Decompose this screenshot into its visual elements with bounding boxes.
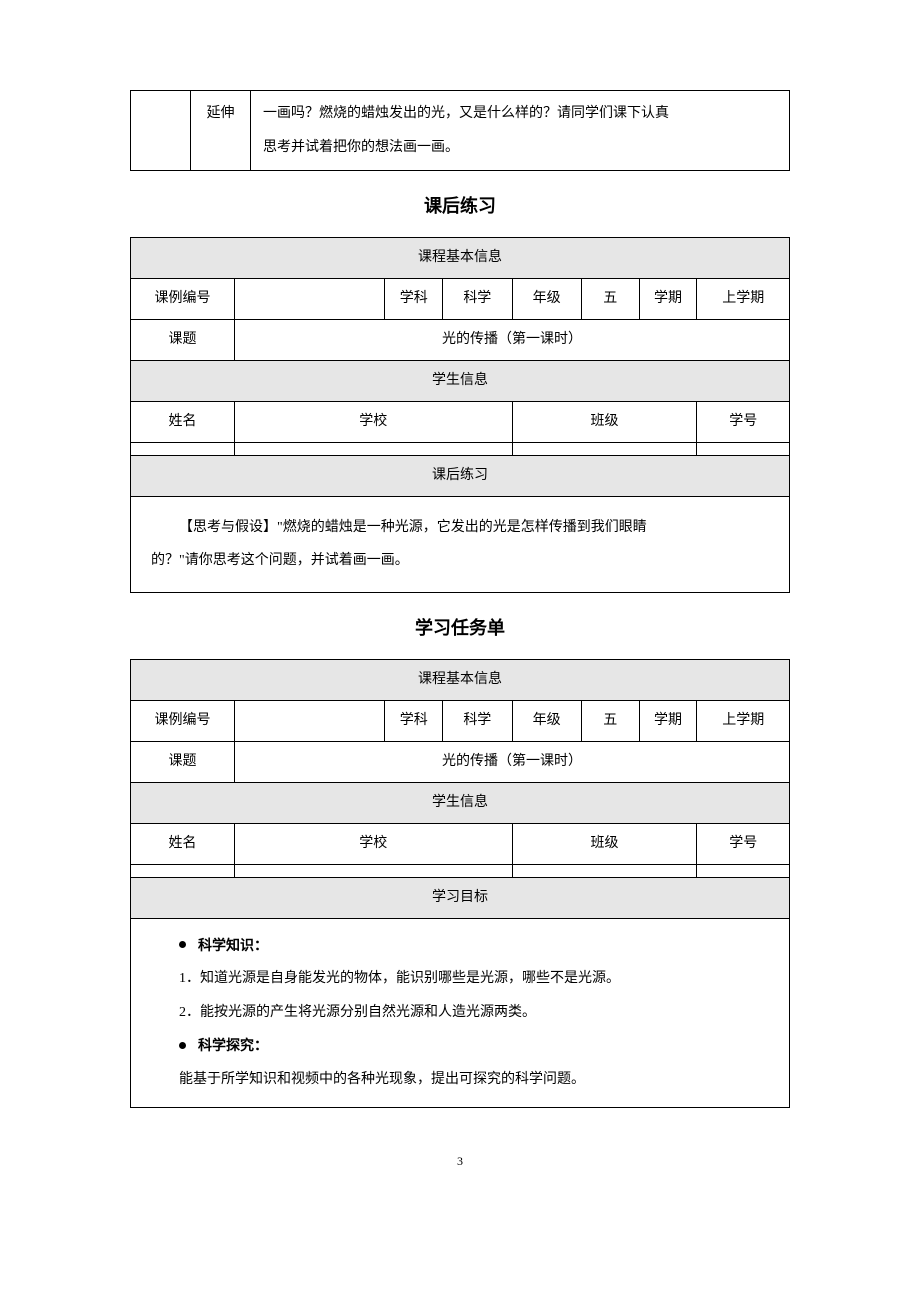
s2-student-header: 学生信息: [131, 782, 790, 823]
top-frag-text: 一画吗？燃烧的蜡烛发出的光，又是什么样的？请同学们课下认真 思考并试着把你的想法…: [251, 91, 790, 171]
top-frag-line2: 思考并试着把你的想法画一画。: [263, 140, 459, 155]
s1-practice-text1: 【思考与假设】"燃烧的蜡烛是一种光源，它发出的光是怎样传播到我们眼睛: [179, 520, 647, 535]
s1-code-val: [235, 278, 385, 319]
s2-term-label: 学期: [639, 700, 697, 741]
s1-practice-header: 课后练习: [131, 455, 790, 496]
s1-name-label: 姓名: [131, 401, 235, 442]
s1-practice-text2: 的？"请你思考这个问题，并试着画一画。: [151, 553, 409, 568]
s1-school-label: 学校: [235, 401, 512, 442]
s2-topic-label: 课题: [131, 741, 235, 782]
s2-goal-item2: 2．能按光源的产生将光源分别自然光源和人造光源两类。: [151, 996, 769, 1030]
s2-term-val: 上学期: [697, 700, 790, 741]
s2-class-val: [512, 864, 697, 877]
s1-topic-val: 光的传播（第一课时）: [235, 319, 790, 360]
top-fragment-table: 延伸 一画吗？燃烧的蜡烛发出的光，又是什么样的？请同学们课下认真 思考并试着把你…: [130, 90, 790, 171]
section2-basic-info-header: 课程基本信息: [131, 659, 790, 700]
s2-bullet1: 科学知识：: [151, 929, 769, 963]
s1-id-val: [697, 442, 790, 455]
s1-subject-label: 学科: [385, 278, 443, 319]
bullet-icon: [179, 1042, 186, 1049]
s2-goal-item1: 1．知道光源是自身能发光的物体，能识别哪些是光源，哪些不是光源。: [151, 962, 769, 996]
s2-grade-label: 年级: [512, 700, 581, 741]
s1-grade-label: 年级: [512, 278, 581, 319]
section1-basic-info-header: 课程基本信息: [131, 237, 790, 278]
s2-id-label: 学号: [697, 823, 790, 864]
s1-class-val: [512, 442, 697, 455]
section2-table: 课程基本信息 课例编号 学科 科学 年级 五 学期 上学期 课题 光的传播（第一…: [130, 659, 790, 1108]
s1-term-val: 上学期: [697, 278, 790, 319]
s2-topic-val: 光的传播（第一课时）: [235, 741, 790, 782]
s1-grade-val: 五: [581, 278, 639, 319]
s2-subject-val: 科学: [443, 700, 512, 741]
s2-name-label: 姓名: [131, 823, 235, 864]
s1-code-label: 课例编号: [131, 278, 235, 319]
s2-goals-content: 科学知识： 1．知道光源是自身能发光的物体，能识别哪些是光源，哪些不是光源。 2…: [131, 918, 790, 1107]
s2-subject-label: 学科: [385, 700, 443, 741]
s1-practice-content: 【思考与假设】"燃烧的蜡烛是一种光源，它发出的光是怎样传播到我们眼睛 的？"请你…: [131, 496, 790, 592]
section2-title: 学习任务单: [130, 609, 790, 649]
section1-title: 课后练习: [130, 187, 790, 227]
s1-subject-val: 科学: [443, 278, 512, 319]
s2-bullet2-text: 科学探究：: [198, 1037, 268, 1053]
s1-term-label: 学期: [639, 278, 697, 319]
top-frag-col2: 延伸: [191, 91, 251, 171]
s2-id-val: [697, 864, 790, 877]
s2-grade-val: 五: [581, 700, 639, 741]
top-frag-line1: 一画吗？燃烧的蜡烛发出的光，又是什么样的？请同学们课下认真: [263, 106, 669, 121]
bullet-icon: [179, 941, 186, 948]
s2-class-label: 班级: [512, 823, 697, 864]
s1-school-val: [235, 442, 512, 455]
s2-bullet2: 科学探究：: [151, 1029, 769, 1063]
s2-school-label: 学校: [235, 823, 512, 864]
s1-topic-label: 课题: [131, 319, 235, 360]
s2-code-label: 课例编号: [131, 700, 235, 741]
s2-school-val: [235, 864, 512, 877]
s2-goals-header: 学习目标: [131, 877, 790, 918]
s1-id-label: 学号: [697, 401, 790, 442]
top-frag-col1: [131, 91, 191, 171]
s2-name-val: [131, 864, 235, 877]
s2-goal-item3: 能基于所学知识和视频中的各种光现象，提出可探究的科学问题。: [151, 1063, 769, 1097]
s1-class-label: 班级: [512, 401, 697, 442]
s2-code-val: [235, 700, 385, 741]
s1-student-header: 学生信息: [131, 360, 790, 401]
s2-bullet1-text: 科学知识：: [198, 937, 268, 953]
s1-name-val: [131, 442, 235, 455]
section1-table: 课程基本信息 课例编号 学科 科学 年级 五 学期 上学期 课题 光的传播（第一…: [130, 237, 790, 593]
page-number: 3: [130, 1148, 790, 1174]
